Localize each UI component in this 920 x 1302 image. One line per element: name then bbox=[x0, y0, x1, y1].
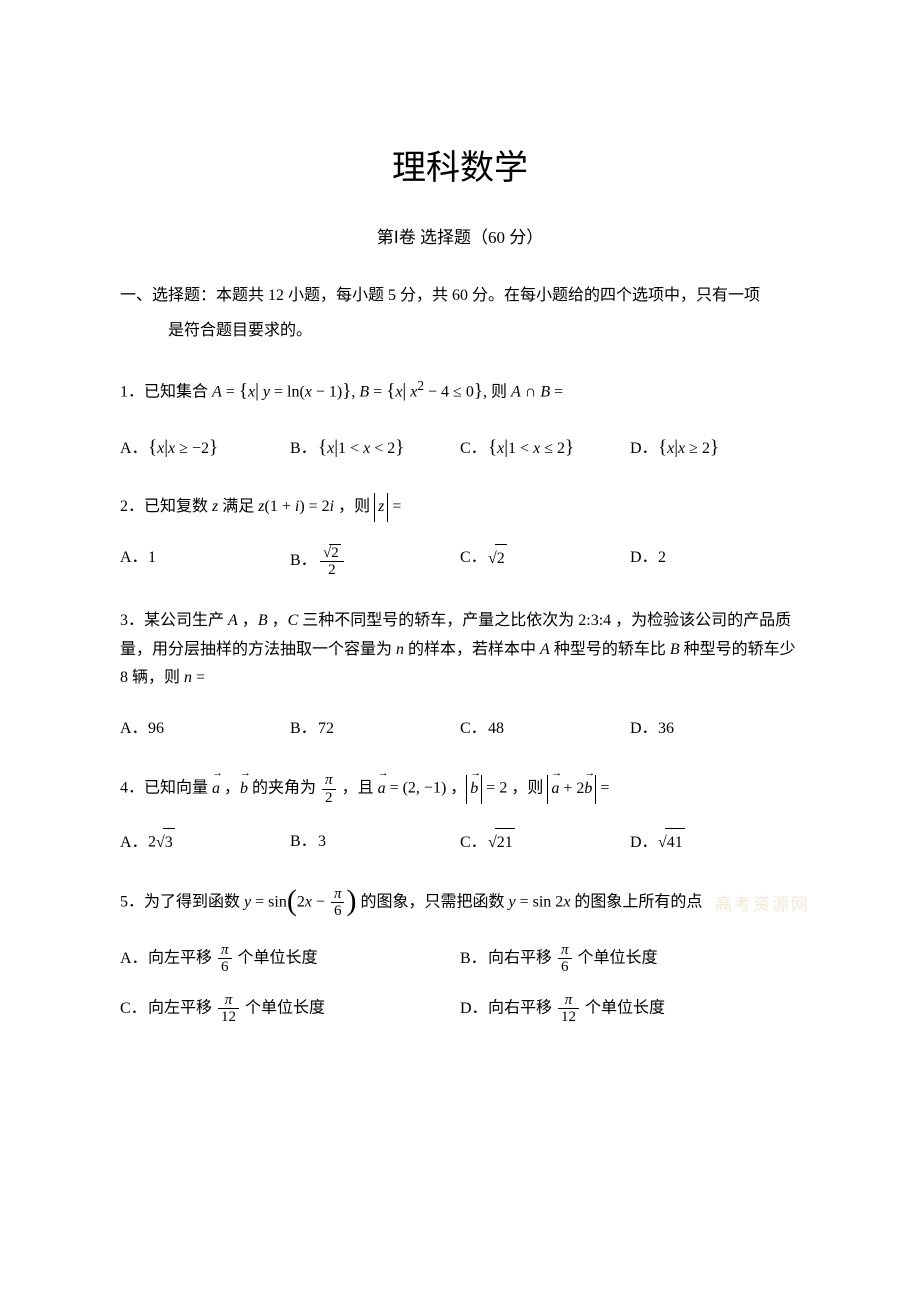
instructions-line2: 是符合题目要求的。 bbox=[168, 313, 800, 348]
q2-option-b: B．22 bbox=[290, 544, 460, 579]
q3-option-c: C．48 bbox=[460, 715, 630, 744]
section-instructions: 一、选择题：本题共 12 小题，每小题 5 分，共 60 分。在每小题给的四个选… bbox=[120, 278, 800, 348]
q1-suffix: 则 A ∩ B = bbox=[491, 384, 563, 401]
q1-option-a: A．{x|x ≥ −2} bbox=[120, 431, 290, 465]
q5-option-c: C．向左平移 π12 个单位长度 bbox=[120, 992, 460, 1026]
q5-option-d: D．向右平移 π12 个单位长度 bbox=[460, 992, 800, 1026]
question-2-options: A．1 B．22 C．2 D．2 bbox=[120, 544, 800, 579]
question-4: 4．已知向量 a ，b 的夹角为 π2 ，且 a = (2, −1) ，b = … bbox=[120, 772, 800, 806]
question-5: 5．为了得到函数 y = sin(2x − π6) 的图象，只需把函数 y = … bbox=[120, 886, 800, 920]
q5-option-a: A．向左平移 π6 个单位长度 bbox=[120, 942, 460, 976]
watermark: 高考资源网 bbox=[715, 890, 810, 915]
q1-option-b: B．{x|1 < x < 2} bbox=[290, 431, 460, 465]
page-title: 理科数学 bbox=[120, 140, 800, 189]
instructions-line1: 一、选择题：本题共 12 小题，每小题 5 分，共 60 分。在每小题给的四个选… bbox=[120, 287, 760, 304]
q4-option-d: D．41 bbox=[630, 828, 800, 858]
q2-option-c: C．2 bbox=[460, 544, 630, 579]
question-4-options: A．23 B．3 C．21 D．41 bbox=[120, 828, 800, 858]
question-1-options: A．{x|x ≥ −2} B．{x|1 < x < 2} C．{x|1 < x … bbox=[120, 431, 800, 465]
q1-option-d: D．{x|x ≥ 2} bbox=[630, 431, 800, 465]
question-3: 3．某公司生产 A ，B ，C 三种不同型号的轿车，产量之比依次为 2:3:4 … bbox=[120, 607, 800, 693]
question-3-options: A．96 B．72 C．48 D．36 bbox=[120, 715, 800, 744]
q3-option-d: D．36 bbox=[630, 715, 800, 744]
q4-option-c: C．21 bbox=[460, 828, 630, 858]
q4-option-a: A．23 bbox=[120, 828, 290, 858]
question-5-options: A．向左平移 π6 个单位长度 B．向右平移 π6 个单位长度 C．向左平移 π… bbox=[120, 942, 800, 1026]
q1-prefix: 1．已知集合 bbox=[120, 384, 212, 401]
q4-option-b: B．3 bbox=[290, 828, 460, 858]
q2-option-d: D．2 bbox=[630, 544, 800, 579]
q1-option-c: C．{x|1 < x ≤ 2} bbox=[460, 431, 630, 465]
question-1: 1．已知集合 A = {x| y = ln(x − 1)}, B = {x| x… bbox=[120, 374, 800, 409]
page-subtitle: 第Ⅰ卷 选择题（60 分） bbox=[120, 223, 800, 248]
q2-option-a: A．1 bbox=[120, 544, 290, 579]
q5-option-b: B．向右平移 π6 个单位长度 bbox=[460, 942, 800, 976]
question-2: 2．已知复数 z 满足 z(1 + i) = 2i ，则 z = bbox=[120, 493, 800, 522]
q3-option-b: B．72 bbox=[290, 715, 460, 744]
q3-option-a: A．96 bbox=[120, 715, 290, 744]
